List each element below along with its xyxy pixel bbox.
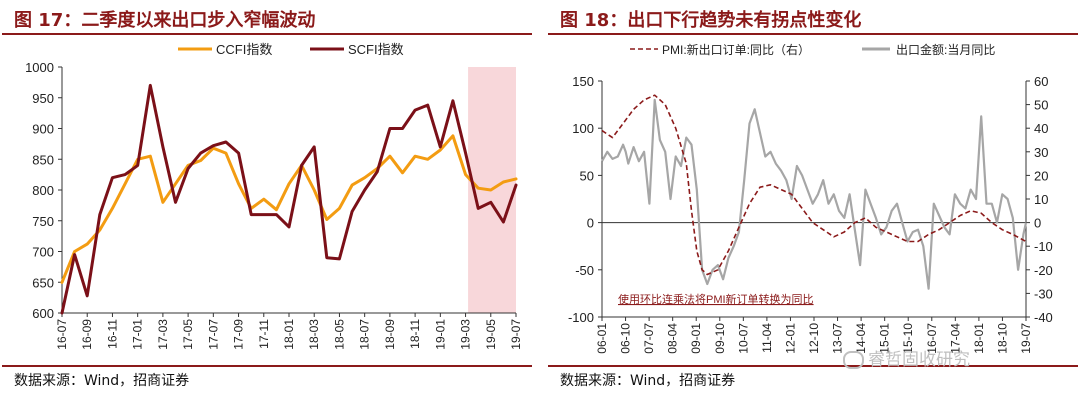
series-line-1 bbox=[60, 134, 518, 284]
x-tick-label: 19-03 bbox=[459, 319, 473, 350]
y-tick-label: 950 bbox=[32, 91, 54, 106]
x-tick-label: 18-03 bbox=[307, 319, 321, 350]
x-tick-label: 19-05 bbox=[484, 319, 498, 350]
y-tick-label: 650 bbox=[32, 275, 54, 290]
x-tick-label: 06-01 bbox=[595, 323, 609, 354]
wechat-icon bbox=[843, 351, 864, 369]
right-y-tick-label: 10 bbox=[1034, 192, 1048, 207]
figure-17-top-rule bbox=[2, 33, 532, 35]
right-y-tick-label: 60 bbox=[1034, 74, 1048, 89]
x-tick-label: 17-11 bbox=[257, 319, 271, 349]
figure-18-panel: 图 18：出口下行趋势未有拐点性变化 -100 -50 0 50 100 150 -40 -3… bbox=[546, 0, 1080, 402]
left-y-tick-label: -50 bbox=[575, 263, 594, 278]
figure-17-panel: 图 17：二季度以来出口步入窄幅波动 600 650 700 750 800 850 900… bbox=[0, 0, 534, 402]
x-tick-label: 18-01 bbox=[282, 319, 296, 350]
series-line-2 bbox=[60, 83, 518, 315]
legend-label-2: SCFI指数 bbox=[348, 42, 404, 57]
y-tick-label: 1000 bbox=[25, 60, 54, 75]
y-tick-label: 700 bbox=[32, 245, 54, 260]
right-y-tick-label: 50 bbox=[1034, 98, 1048, 113]
watermark: 睿哲固收研究 bbox=[843, 345, 970, 370]
left-y-tick-label: 50 bbox=[580, 168, 594, 183]
figure-18-chart: -100-50050100150-40-30-20-10010203040506… bbox=[568, 42, 1053, 354]
left-y-tick-label: 150 bbox=[572, 74, 594, 89]
x-tick-label: 17-05 bbox=[181, 319, 195, 350]
figure-18-bottom-rule bbox=[548, 365, 1078, 367]
x-tick-label: 18-11 bbox=[408, 319, 422, 349]
right-y-tick-label: 0 bbox=[1034, 216, 1041, 231]
x-tick-label: 18-05 bbox=[332, 319, 346, 350]
y-tick-label: 850 bbox=[32, 152, 54, 167]
x-tick-label: 11-04 bbox=[760, 323, 774, 353]
left-y-tick-label: -100 bbox=[568, 310, 594, 325]
x-tick-label: 17-07 bbox=[206, 319, 220, 350]
left-y-tick-label: 0 bbox=[587, 216, 594, 231]
y-tick-label: 800 bbox=[32, 183, 54, 198]
annotation-text: 使用环比连乘法将PMI新订单转换为同比 bbox=[618, 292, 814, 306]
y-tick-label: 900 bbox=[32, 122, 54, 137]
figure-17-chart: 600 650 700 750 800 850 900 950 1000 16-07 16-09 16… bbox=[25, 42, 523, 350]
y-tick-label: 750 bbox=[32, 214, 54, 229]
legend-label-1: CCFI指数 bbox=[216, 42, 272, 57]
x-tick-label: 19-07 bbox=[509, 319, 523, 350]
watermark-text: 睿哲固收研究 bbox=[868, 350, 970, 370]
x-tick-label: 08-04 bbox=[666, 323, 680, 354]
x-tick-label: 19-01 bbox=[433, 319, 447, 350]
x-tick-label: 18-10 bbox=[995, 323, 1009, 354]
x-tick-label: 13-07 bbox=[831, 323, 845, 354]
x-tick-label: 10-07 bbox=[736, 323, 750, 354]
x-tick-label: 14-04 bbox=[854, 323, 868, 354]
x-tick-label: 16-11 bbox=[105, 319, 119, 349]
series-line-1 bbox=[601, 94, 1027, 276]
x-tick-label: 07-07 bbox=[642, 323, 656, 354]
x-tick-label: 19-07 bbox=[1019, 323, 1033, 354]
x-tick-label: 12-01 bbox=[783, 323, 797, 354]
x-tick-label: 17-03 bbox=[156, 319, 170, 350]
x-tick-label: 16-07 bbox=[55, 319, 69, 350]
right-y-tick-label: -30 bbox=[1034, 286, 1053, 301]
x-tick-label: 18-01 bbox=[972, 323, 986, 354]
right-y-tick-label: -10 bbox=[1034, 239, 1053, 254]
x-tick-label: 16-09 bbox=[80, 319, 94, 350]
x-tick-label: 16-07 bbox=[925, 323, 939, 354]
figure-18-title: 图 18：出口下行趋势未有拐点性变化 bbox=[560, 10, 862, 31]
figure-17-source: 数据来源：Wind，招商证券 bbox=[14, 373, 190, 389]
x-tick-label: 17-01 bbox=[131, 319, 145, 350]
x-tick-label: 06-10 bbox=[619, 323, 633, 354]
x-tick-label: 15-01 bbox=[878, 323, 892, 354]
y-tick-label: 600 bbox=[32, 306, 54, 321]
right-y-tick-label: 20 bbox=[1034, 168, 1048, 183]
figure-18-source: 数据来源：Wind，招商证券 bbox=[560, 373, 736, 389]
figure-17-bottom-rule bbox=[2, 365, 532, 367]
x-tick-label: 15-10 bbox=[901, 323, 915, 354]
legend-label-2: 出口金额:当月同比 bbox=[896, 42, 995, 57]
figure-17-title: 图 17：二季度以来出口步入窄幅波动 bbox=[14, 10, 316, 31]
x-tick-label: 18-09 bbox=[383, 319, 397, 350]
left-y-tick-label: 100 bbox=[572, 121, 594, 136]
right-y-tick-label: 40 bbox=[1034, 121, 1048, 136]
series-line-2 bbox=[601, 98, 1028, 290]
right-y-tick-label: 30 bbox=[1034, 145, 1048, 160]
x-tick-label: 09-01 bbox=[689, 323, 703, 354]
x-tick-label: 17-04 bbox=[948, 323, 962, 354]
legend-label-1: PMI:新出口订单:同比（右） bbox=[662, 42, 810, 57]
x-tick-label: 17-09 bbox=[232, 319, 246, 350]
x-tick-label: 09-10 bbox=[713, 323, 727, 354]
figure-18-top-rule bbox=[548, 33, 1078, 35]
right-y-tick-label: -40 bbox=[1034, 310, 1053, 325]
x-tick-label: 18-07 bbox=[358, 319, 372, 350]
right-y-tick-label: -20 bbox=[1034, 263, 1053, 278]
x-tick-label: 12-10 bbox=[807, 323, 821, 354]
